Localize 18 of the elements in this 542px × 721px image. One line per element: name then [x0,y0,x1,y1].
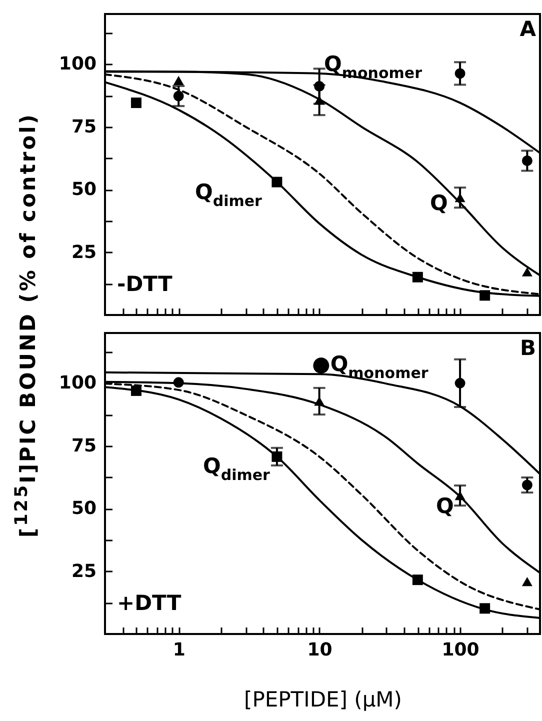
annotation: A [520,17,537,41]
y-tick-label: 75 [71,435,96,456]
annotation: Q [430,191,448,215]
x-tick-label: 100 [442,640,480,660]
annotation: B [520,336,536,360]
x-tick-label: 10 [307,640,332,660]
y-tick-label: 50 [71,179,96,200]
annotation: -DTT [117,272,173,296]
y-tick-label: 50 [71,498,96,520]
y-tick-label: 100 [58,372,96,394]
y-tick-label: 25 [71,560,96,582]
annotation: +DTT [117,591,182,615]
y-tick-label: 100 [58,54,96,75]
x-tick-label: 1 [172,640,186,660]
x-axis-title: [PEPTIDE] (μM) [244,688,402,712]
y-tick-label: 25 [71,242,96,263]
y-tick-label: 75 [71,116,96,138]
annotation: Q [436,494,454,518]
